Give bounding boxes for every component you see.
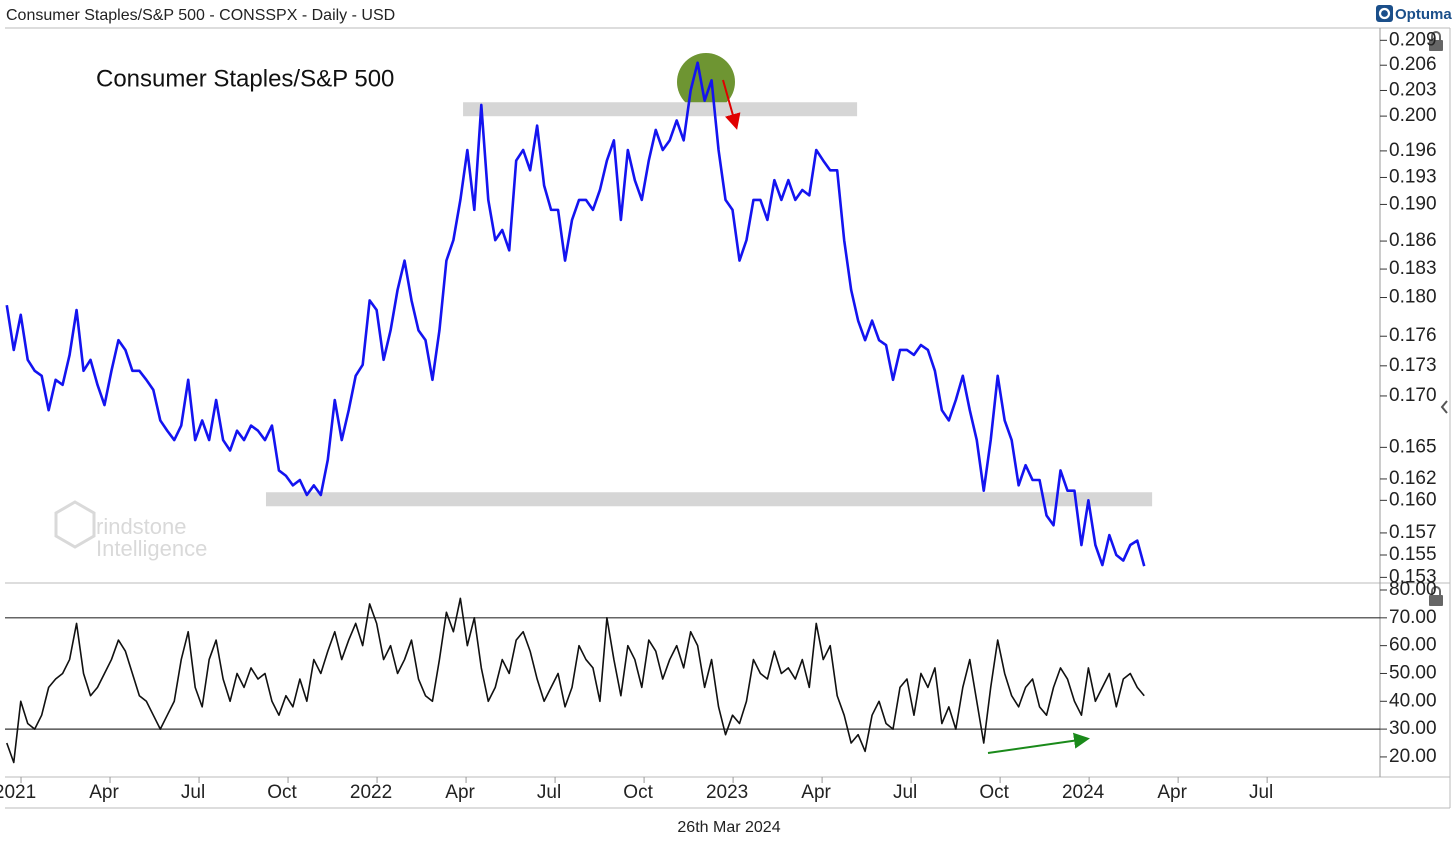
- y-tick-label: 0.153: [1389, 566, 1437, 587]
- x-tick-label: Jul: [1249, 782, 1273, 803]
- x-tick-label: Oct: [623, 782, 653, 803]
- lock-icon[interactable]: [1429, 586, 1443, 606]
- annotation-arrow: [987, 732, 1090, 754]
- x-tick-label: Oct: [267, 782, 297, 803]
- brand-icon-ring: [1378, 7, 1391, 20]
- level-band: [463, 102, 858, 117]
- brand-icon: [1376, 5, 1393, 22]
- x-tick-label: Apr: [801, 782, 831, 803]
- y-tick-label: 0.183: [1389, 258, 1437, 279]
- watermark-text: Intelligence: [96, 536, 207, 561]
- price-line: [5, 61, 1146, 567]
- x-tick-label: 2023: [706, 782, 748, 803]
- y-tick-label: 0.200: [1389, 105, 1437, 126]
- y-tick-label: 0.203: [1389, 79, 1437, 100]
- level-band: [265, 492, 1153, 507]
- x-tick-label: 2022: [350, 782, 392, 803]
- y-tick-label: 60.00: [1389, 635, 1437, 656]
- page-title: Consumer Staples/S&P 500 - CONSSPX - Dai…: [6, 7, 395, 24]
- y-tick-label: 0.173: [1389, 355, 1437, 376]
- y-tick-label: 0.165: [1389, 436, 1437, 457]
- y-tick-label: 50.00: [1389, 662, 1437, 683]
- watermark-text: rindstone: [96, 514, 187, 539]
- lock-shackle: [1431, 586, 1441, 595]
- x-tick-label: Jul: [181, 782, 205, 803]
- brand-name: Optuma: [1395, 6, 1452, 23]
- lock-icon[interactable]: [1429, 31, 1443, 51]
- y-tick-label: 20.00: [1389, 746, 1437, 767]
- annotation-arrow: [722, 79, 741, 130]
- y-tick-label: 0.186: [1389, 230, 1437, 251]
- brand: Optuma: [1376, 5, 1452, 23]
- rsi-line: [6, 597, 1145, 764]
- y-tick-label: 0.157: [1389, 522, 1437, 543]
- y-tick-label: 0.160: [1389, 489, 1437, 510]
- y-tick-label: 0.176: [1389, 325, 1437, 346]
- chart-title: Consumer Staples/S&P 500: [96, 65, 394, 92]
- y-tick-label: 30.00: [1389, 718, 1437, 739]
- lock-shackle: [1431, 31, 1441, 40]
- lock-body: [1429, 40, 1443, 51]
- date-label: 26th Mar 2024: [677, 819, 780, 836]
- x-tick-label: Oct: [979, 782, 1009, 803]
- x-tick-label: Apr: [1157, 782, 1187, 803]
- lock-body: [1429, 595, 1443, 606]
- collapse-button[interactable]: [1440, 400, 1448, 414]
- y-tick-label: 0.206: [1389, 54, 1437, 75]
- y-tick-label: 0.155: [1389, 544, 1437, 565]
- y-tick-label: 0.162: [1389, 468, 1437, 489]
- x-tick-label: Apr: [89, 782, 119, 803]
- y-tick-label: 0.170: [1389, 385, 1437, 406]
- x-tick-label: 2024: [1062, 782, 1105, 803]
- y-tick-label: 70.00: [1389, 607, 1437, 628]
- peak-highlight: [677, 53, 735, 111]
- y-tick-label: 80.00: [1389, 579, 1437, 600]
- x-tick-label: Jul: [893, 782, 917, 803]
- watermark: rindstone Intelligence: [54, 500, 207, 561]
- x-tick-label: 2021: [0, 782, 36, 803]
- y-tick-label: 0.209: [1389, 29, 1437, 50]
- y-tick-label: 0.193: [1389, 166, 1437, 187]
- y-tick-label: 0.196: [1389, 140, 1437, 161]
- x-tick-label: Jul: [537, 782, 561, 803]
- x-tick-label: Apr: [445, 782, 475, 803]
- y-tick-label: 40.00: [1389, 690, 1437, 711]
- watermark-icon: [54, 500, 96, 549]
- y-tick-label: 0.190: [1389, 193, 1437, 214]
- y-tick-label: 0.180: [1389, 287, 1437, 308]
